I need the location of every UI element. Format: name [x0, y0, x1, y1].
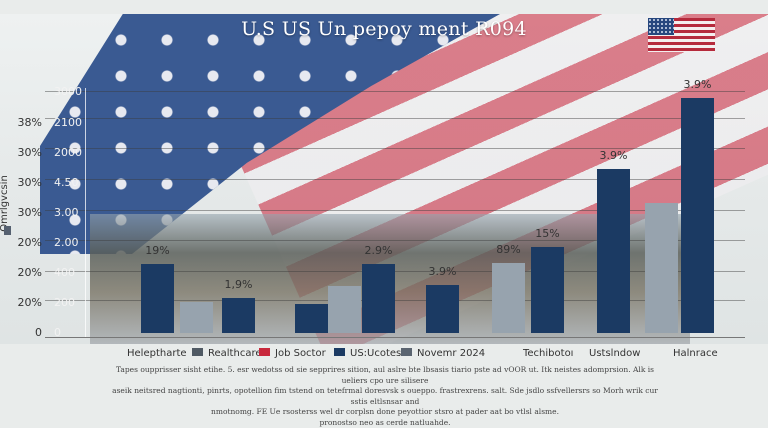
y-tick-label: 30% — [14, 206, 42, 219]
bar-value-label: 2.9% — [349, 244, 409, 257]
bar — [222, 298, 255, 333]
bar — [141, 264, 174, 333]
y-tick-label: 2000 — [54, 146, 84, 159]
gridline — [45, 118, 745, 119]
bar — [645, 203, 678, 333]
bar-value-label: 3.9% — [668, 78, 728, 91]
legend-item: Halnrace — [673, 348, 718, 359]
y-tick-label: 4.50 — [54, 176, 84, 189]
y-tick-label: 2.00 — [54, 236, 84, 249]
y-tick-label: 30% — [14, 176, 42, 189]
bar — [362, 264, 395, 333]
gridline — [45, 210, 745, 211]
bar — [180, 302, 213, 333]
bar — [295, 304, 328, 333]
y-axis-title: Omrlgvcsin — [0, 175, 10, 232]
y-tick-label: 3.00 — [54, 206, 84, 219]
gridline — [45, 91, 745, 92]
y-tick-label: 20% — [14, 236, 42, 249]
y-tick-label: 0 — [54, 326, 84, 339]
x-axis-baseline — [45, 337, 745, 338]
bar — [492, 263, 525, 333]
legend-item: Ustslndow — [589, 348, 640, 359]
us-flag-icon — [648, 18, 715, 52]
legend-item: Novemr 2024 — [401, 348, 485, 359]
bar-value-label: 15% — [518, 227, 578, 240]
legend-swatch-icon — [401, 348, 412, 356]
y-tick-label: 38% — [14, 116, 42, 129]
bar-value-label: 3.9% — [584, 149, 644, 162]
y-tick-label: 20% — [14, 266, 42, 279]
legend-item: US:Ucotes — [334, 348, 401, 359]
legend-swatch-icon — [334, 348, 345, 356]
bar — [426, 285, 459, 333]
y-axis-legend-swatch — [4, 226, 11, 235]
chart-legend: Heleptharte Realthcare Job Soctor US:Uco… — [0, 348, 768, 364]
bar-value-label: 1,9% — [209, 278, 269, 291]
legend-item: Job Soctor — [259, 348, 326, 359]
bar — [597, 169, 630, 333]
footnote-line: pronostso neo as cerde natluahde. — [110, 418, 660, 428]
legend-item: Techibotoı — [523, 348, 573, 359]
bar — [328, 286, 361, 333]
bar-value-label: 3.9% — [413, 265, 473, 278]
bar-value-label: 89% — [479, 243, 539, 256]
y-tick-label: 20% — [14, 296, 42, 309]
bar-value-label: 19% — [128, 244, 188, 257]
legend-item: Realthcare — [192, 348, 262, 359]
gridline — [45, 179, 745, 180]
legend-swatch-icon — [192, 348, 203, 356]
footnote-line: Tapes oupprisser sisht etihe. 5. esr wed… — [110, 365, 660, 386]
y-tick-label: 200 — [54, 296, 84, 309]
gridline — [45, 240, 745, 241]
footnote-line: aseik neitsred nagtionti, pinrts, opotel… — [110, 386, 660, 407]
y-tick-label: 400 — [54, 266, 84, 279]
y-tick-label: 3000 — [54, 85, 84, 98]
bar — [531, 247, 564, 333]
footnote-line: nmotnomg. FE Ue rsosterss wel dr corplsn… — [110, 407, 660, 418]
y-axis-line — [85, 88, 86, 338]
legend-item: Heleptharte — [127, 348, 187, 359]
bar — [681, 98, 714, 333]
y-tick-label: 0 — [14, 326, 42, 339]
y-tick-label: 2100 — [54, 116, 84, 129]
legend-swatch-icon — [259, 348, 270, 356]
y-tick-label: 30% — [14, 146, 42, 159]
